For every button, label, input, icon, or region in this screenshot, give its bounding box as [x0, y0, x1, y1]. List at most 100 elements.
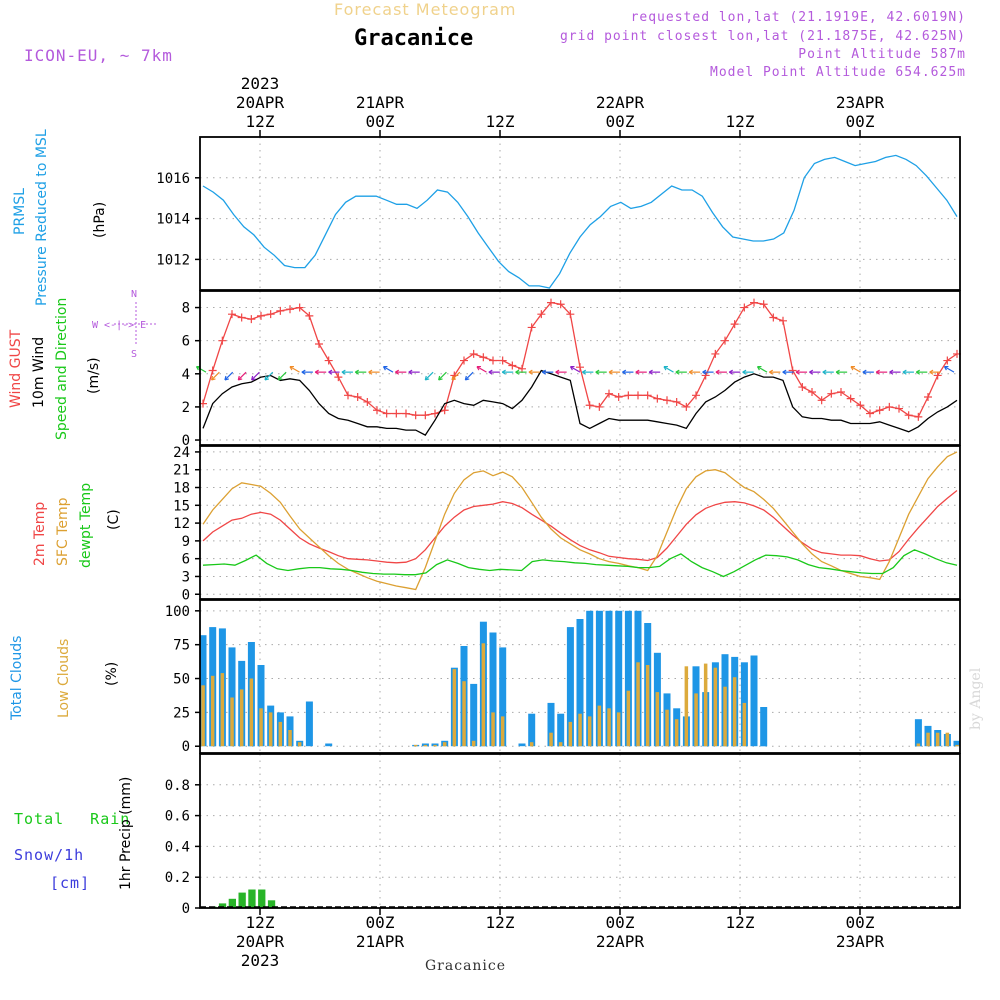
bar-clouds-1-5: [249, 678, 254, 747]
gust-marker-27: [460, 356, 468, 365]
bar-clouds-1-26: [452, 669, 457, 747]
wind-direction-head-17: [424, 375, 430, 381]
ytick-label-2-1: 3: [182, 569, 190, 585]
wind-direction-arrow-21: [476, 366, 487, 373]
ytick-label-3-3: 75: [173, 638, 190, 654]
bar-clouds-1-10: [297, 742, 302, 747]
compass-icon: [114, 302, 158, 346]
bar-clouds-0-41: [595, 610, 603, 747]
wind-direction-head-6: [277, 375, 283, 381]
bar-clouds-1-52: [703, 663, 708, 747]
ytick-label-0-0: 1012: [156, 252, 190, 268]
series-line-wind-1: [202, 369, 958, 436]
bar-clouds-1-39: [578, 713, 582, 747]
wind-direction-arrow-35: [663, 366, 674, 373]
wind-direction-head-45: [795, 369, 800, 375]
gust-marker-34: [527, 323, 536, 332]
wind-direction-arrow-3: [237, 371, 247, 381]
gust-marker-15: [344, 391, 352, 400]
gust-marker-14: [334, 373, 343, 382]
bar-clouds-0-57: [750, 655, 758, 747]
bar-clouds-0-33: [518, 743, 526, 747]
time-top-0-line1: 2023: [240, 74, 280, 93]
wind-direction-head-4: [251, 375, 256, 381]
wind-direction-arrow-7: [289, 366, 300, 373]
bar-clouds-1-48: [665, 709, 669, 747]
bar-clouds-1-53: [713, 667, 718, 747]
wind-direction-head-29: [582, 369, 587, 375]
gust-marker-19: [382, 409, 391, 418]
gust-label: Wind GUST: [8, 329, 24, 408]
gust-marker-56: [740, 303, 749, 312]
gust-marker-39: [576, 363, 584, 372]
gust-marker-75: [924, 392, 932, 401]
bar-clouds-1-1: [210, 675, 215, 747]
gust-marker-6: [257, 311, 265, 320]
wind-direction-head-24: [515, 369, 520, 375]
wind-direction-head-35: [663, 365, 668, 371]
time-top-1-line2: 21APR: [355, 93, 405, 112]
ytick-label-2-7: 21: [173, 463, 190, 479]
bar-clouds-1-28: [471, 740, 476, 747]
bar-clouds-0-38: [566, 627, 574, 747]
bar-precip-0-7: [267, 900, 276, 908]
wind-direction-arrow-0: [196, 366, 207, 373]
gust-marker-4: [237, 313, 246, 322]
wind-direction-head-52: [889, 369, 894, 375]
gust-marker-66: [837, 388, 845, 397]
gust-marker-54: [721, 336, 729, 345]
bar-clouds-1-56: [742, 702, 747, 747]
time-top-5-line2: 23APR: [835, 93, 885, 112]
bar-clouds-1-37: [558, 742, 563, 747]
bar-clouds-1-7: [268, 712, 273, 747]
wind-direction-head-44: [782, 369, 787, 375]
wind-direction-head-50: [862, 369, 867, 375]
bar-precip-0-4: [238, 892, 246, 908]
bar-clouds-1-49: [674, 719, 679, 747]
gust-marker-10: [295, 303, 304, 312]
wind-direction-head-10: [328, 369, 333, 375]
wind-direction-head-5: [264, 375, 270, 381]
gust-marker-55: [730, 320, 739, 329]
bar-clouds-1-54: [723, 686, 727, 747]
panel-frame-precip: [199, 753, 961, 909]
wind-direction-head-7: [289, 365, 294, 371]
wind-direction-arrow-6: [277, 371, 287, 381]
bar-precip-0-3: [228, 898, 236, 908]
gust-marker-65: [827, 389, 836, 398]
model-altitude: Model Point Altitude 654.625m: [710, 65, 966, 80]
bar-clouds-0-43: [615, 610, 623, 747]
wind-direction-head-2: [224, 375, 229, 381]
wind-direction-head-9: [314, 369, 319, 375]
bar-clouds-0-34: [528, 713, 536, 747]
ytick-label-1-1: 2: [182, 400, 190, 416]
wind-direction-head-19: [451, 375, 457, 381]
bar-clouds-1-23: [423, 744, 428, 747]
gust-marker-13: [324, 356, 333, 365]
bar-clouds-1-8: [278, 721, 283, 747]
gust-marker-59: [769, 313, 778, 322]
gust-marker-52: [701, 371, 710, 380]
gust-marker-12: [315, 339, 323, 348]
bar-clouds-1-25: [442, 742, 447, 747]
gust-marker-2: [218, 336, 227, 345]
ytick-label-2-4: 12: [173, 516, 190, 532]
gust-marker-24: [431, 409, 439, 418]
gust-marker-71: [885, 402, 894, 411]
gust-marker-60: [779, 316, 787, 325]
gust-marker-68: [856, 401, 865, 410]
wind-direction-arrow-4: [251, 371, 260, 381]
wind-direction-arrow-49: [850, 366, 861, 373]
wind-direction-head-22: [488, 369, 493, 375]
bar-clouds-1-9: [288, 730, 292, 747]
wind-direction-arrow-19: [451, 371, 461, 381]
gust-marker-43: [614, 392, 623, 401]
gust-marker-72: [895, 404, 903, 413]
ytick-label-1-3: 6: [182, 334, 190, 350]
bar-clouds-1-44: [626, 690, 631, 747]
time-bottom-2-line1: 12Z: [485, 913, 515, 932]
ytick-label-2-5: 15: [173, 498, 190, 514]
wind-direction-arrow-17: [424, 371, 434, 381]
pressure-label-2: Pressure Reduced to MSL: [34, 129, 50, 306]
